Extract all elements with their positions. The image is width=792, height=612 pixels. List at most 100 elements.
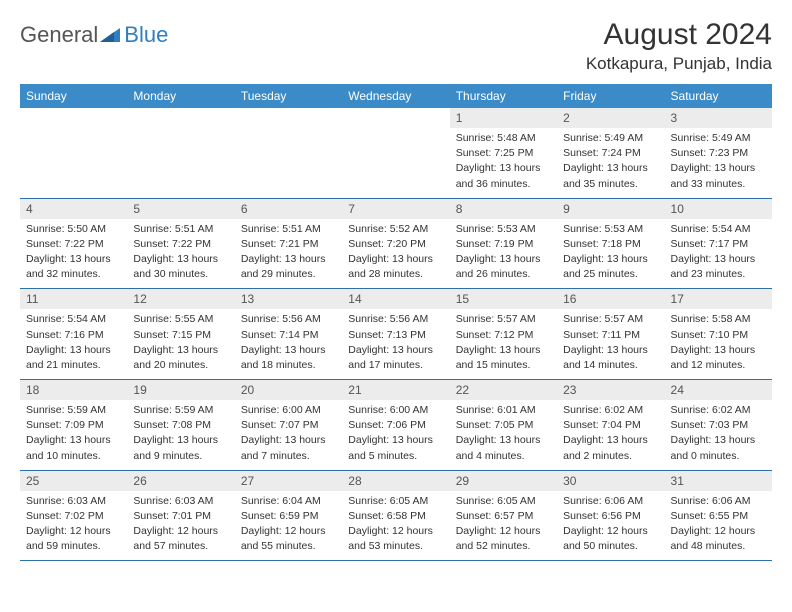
day-detail-line: Sunrise: 6:02 AM [563, 403, 658, 417]
day-detail-line: Sunset: 7:25 PM [456, 146, 551, 160]
day-detail-line: Sunrise: 5:50 AM [26, 222, 121, 236]
day-detail-line: and 20 minutes. [133, 358, 228, 372]
day-detail-line: Sunrise: 5:49 AM [671, 131, 766, 145]
day-detail-line: and 14 minutes. [563, 358, 658, 372]
day-detail-line: Daylight: 13 hours [563, 433, 658, 447]
day-detail-line: and 17 minutes. [348, 358, 443, 372]
brand-text-blue: Blue [124, 22, 168, 48]
day-detail-line: and 9 minutes. [133, 449, 228, 463]
day-detail-line: Sunset: 7:04 PM [563, 418, 658, 432]
day-detail-line: and 32 minutes. [26, 267, 121, 281]
day-details: Sunrise: 6:06 AMSunset: 6:56 PMDaylight:… [563, 494, 658, 554]
day-detail-line: and 29 minutes. [241, 267, 336, 281]
calendar-day-cell: 16Sunrise: 5:57 AMSunset: 7:11 PMDayligh… [557, 289, 664, 380]
calendar-day-cell: 24Sunrise: 6:02 AMSunset: 7:03 PMDayligh… [665, 380, 772, 471]
day-detail-line: Daylight: 12 hours [456, 524, 551, 538]
day-detail-line: Sunrise: 6:00 AM [348, 403, 443, 417]
day-detail-line: Daylight: 13 hours [26, 343, 121, 357]
day-details: Sunrise: 6:05 AMSunset: 6:57 PMDaylight:… [456, 494, 551, 554]
day-detail-line: Daylight: 13 hours [563, 343, 658, 357]
calendar-day-cell: 4Sunrise: 5:50 AMSunset: 7:22 PMDaylight… [20, 198, 127, 289]
day-detail-line: Sunrise: 6:01 AM [456, 403, 551, 417]
day-number: 20 [235, 380, 342, 400]
weekday-header: Wednesday [342, 84, 449, 108]
calendar-day-cell: 19Sunrise: 5:59 AMSunset: 7:08 PMDayligh… [127, 380, 234, 471]
day-detail-line: Sunrise: 5:49 AM [563, 131, 658, 145]
day-number: 24 [665, 380, 772, 400]
calendar-day-cell: 31Sunrise: 6:06 AMSunset: 6:55 PMDayligh… [665, 470, 772, 561]
calendar-day-cell: 12Sunrise: 5:55 AMSunset: 7:15 PMDayligh… [127, 289, 234, 380]
day-detail-line: Daylight: 13 hours [348, 343, 443, 357]
day-detail-line: Daylight: 13 hours [456, 252, 551, 266]
day-detail-line: Sunrise: 5:59 AM [133, 403, 228, 417]
day-detail-line: and 26 minutes. [456, 267, 551, 281]
day-detail-line: Sunset: 6:55 PM [671, 509, 766, 523]
day-details: Sunrise: 5:55 AMSunset: 7:15 PMDaylight:… [133, 312, 228, 372]
day-detail-line: and 7 minutes. [241, 449, 336, 463]
day-number: 6 [235, 199, 342, 219]
day-detail-line: Sunset: 7:23 PM [671, 146, 766, 160]
calendar-day-cell: 29Sunrise: 6:05 AMSunset: 6:57 PMDayligh… [450, 470, 557, 561]
day-details: Sunrise: 5:53 AMSunset: 7:19 PMDaylight:… [456, 222, 551, 282]
day-details: Sunrise: 5:50 AMSunset: 7:22 PMDaylight:… [26, 222, 121, 282]
day-detail-line: Sunset: 7:21 PM [241, 237, 336, 251]
weekday-header: Thursday [450, 84, 557, 108]
day-detail-line: Sunrise: 6:06 AM [563, 494, 658, 508]
calendar-day-cell: 25Sunrise: 6:03 AMSunset: 7:02 PMDayligh… [20, 470, 127, 561]
day-details: Sunrise: 6:06 AMSunset: 6:55 PMDaylight:… [671, 494, 766, 554]
brand-logo: General Blue [20, 18, 168, 48]
calendar-day-cell: 30Sunrise: 6:06 AMSunset: 6:56 PMDayligh… [557, 470, 664, 561]
day-details: Sunrise: 5:56 AMSunset: 7:14 PMDaylight:… [241, 312, 336, 372]
day-detail-line: Sunrise: 6:06 AM [671, 494, 766, 508]
calendar-day-cell: 2Sunrise: 5:49 AMSunset: 7:24 PMDaylight… [557, 108, 664, 198]
day-detail-line: Sunset: 7:12 PM [456, 328, 551, 342]
day-detail-line: Daylight: 13 hours [133, 343, 228, 357]
calendar-day-cell: 18Sunrise: 5:59 AMSunset: 7:09 PMDayligh… [20, 380, 127, 471]
day-detail-line: Sunset: 7:16 PM [26, 328, 121, 342]
calendar-day-cell: 3Sunrise: 5:49 AMSunset: 7:23 PMDaylight… [665, 108, 772, 198]
day-detail-line: Daylight: 12 hours [241, 524, 336, 538]
day-detail-line: and 2 minutes. [563, 449, 658, 463]
day-detail-line: Sunset: 7:24 PM [563, 146, 658, 160]
day-detail-line: Sunrise: 6:03 AM [133, 494, 228, 508]
day-detail-line: and 33 minutes. [671, 177, 766, 191]
page-header: General Blue August 2024 Kotkapura, Punj… [20, 18, 772, 74]
day-detail-line: and 10 minutes. [26, 449, 121, 463]
day-detail-line: and 52 minutes. [456, 539, 551, 553]
calendar-day-cell: . [342, 108, 449, 198]
calendar-day-cell: 1Sunrise: 5:48 AMSunset: 7:25 PMDaylight… [450, 108, 557, 198]
day-number: 21 [342, 380, 449, 400]
day-detail-line: Sunset: 6:58 PM [348, 509, 443, 523]
day-detail-line: Sunset: 6:57 PM [456, 509, 551, 523]
day-detail-line: Sunrise: 5:54 AM [671, 222, 766, 236]
calendar-day-cell: 6Sunrise: 5:51 AMSunset: 7:21 PMDaylight… [235, 198, 342, 289]
weekday-header: Monday [127, 84, 234, 108]
weekday-header: Friday [557, 84, 664, 108]
day-detail-line: and 18 minutes. [241, 358, 336, 372]
day-details: Sunrise: 6:03 AMSunset: 7:02 PMDaylight:… [26, 494, 121, 554]
day-details: Sunrise: 5:57 AMSunset: 7:12 PMDaylight:… [456, 312, 551, 372]
calendar-day-cell: . [20, 108, 127, 198]
calendar-day-cell: 15Sunrise: 5:57 AMSunset: 7:12 PMDayligh… [450, 289, 557, 380]
day-detail-line: Daylight: 13 hours [671, 433, 766, 447]
day-detail-line: Sunset: 7:17 PM [671, 237, 766, 251]
day-detail-line: Daylight: 12 hours [26, 524, 121, 538]
day-detail-line: Sunset: 7:05 PM [456, 418, 551, 432]
day-detail-line: Daylight: 13 hours [241, 433, 336, 447]
day-detail-line: Sunrise: 5:53 AM [456, 222, 551, 236]
calendar-day-cell: 11Sunrise: 5:54 AMSunset: 7:16 PMDayligh… [20, 289, 127, 380]
day-detail-line: Sunset: 7:19 PM [456, 237, 551, 251]
calendar-day-cell: 21Sunrise: 6:00 AMSunset: 7:06 PMDayligh… [342, 380, 449, 471]
day-detail-line: Sunrise: 6:04 AM [241, 494, 336, 508]
day-number: 18 [20, 380, 127, 400]
calendar-day-cell: 9Sunrise: 5:53 AMSunset: 7:18 PMDaylight… [557, 198, 664, 289]
day-detail-line: Sunrise: 5:51 AM [133, 222, 228, 236]
day-details: Sunrise: 5:59 AMSunset: 7:08 PMDaylight:… [133, 403, 228, 463]
calendar-week-row: 11Sunrise: 5:54 AMSunset: 7:16 PMDayligh… [20, 289, 772, 380]
day-detail-line: and 0 minutes. [671, 449, 766, 463]
day-detail-line: and 21 minutes. [26, 358, 121, 372]
day-details: Sunrise: 5:53 AMSunset: 7:18 PMDaylight:… [563, 222, 658, 282]
day-detail-line: Daylight: 13 hours [348, 252, 443, 266]
day-details: Sunrise: 6:00 AMSunset: 7:07 PMDaylight:… [241, 403, 336, 463]
day-details: Sunrise: 5:51 AMSunset: 7:22 PMDaylight:… [133, 222, 228, 282]
